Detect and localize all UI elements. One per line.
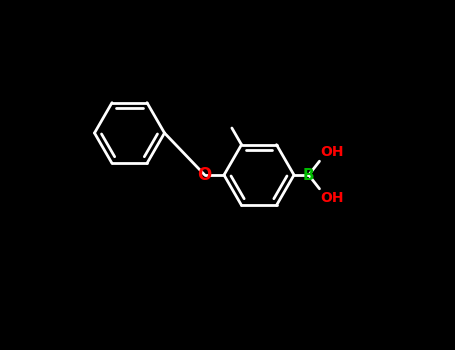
Text: B: B [303, 168, 314, 182]
Text: OH: OH [320, 191, 344, 205]
Text: O: O [197, 166, 212, 184]
Text: OH: OH [320, 145, 344, 159]
